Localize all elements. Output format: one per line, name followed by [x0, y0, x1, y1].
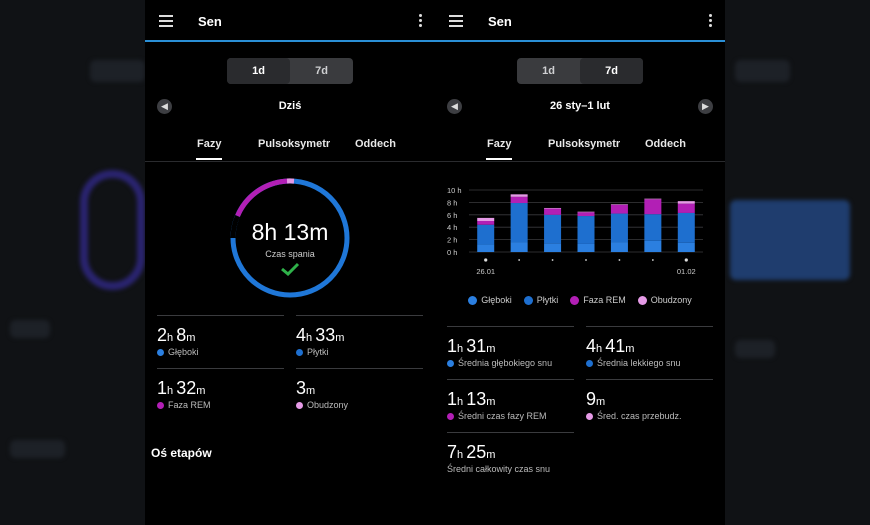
period-1d[interactable]: 1d: [542, 65, 555, 77]
stat-avg-rem: 1h 13m Średni czas fazy REM: [447, 379, 574, 432]
background-right: [725, 0, 870, 525]
x-tick-dot: [585, 259, 587, 261]
tab-oddech[interactable]: Oddech: [355, 138, 396, 150]
checkmark-icon: [281, 262, 300, 276]
app-bar: Sen: [145, 0, 435, 42]
tabs: Fazy Pulsoksymetr Oddech: [435, 136, 725, 162]
x-tick-dot: [551, 259, 554, 261]
tab-fazy[interactable]: Fazy: [485, 138, 513, 160]
sleep-ring: 8h 13m Czas spania: [228, 176, 352, 300]
date-range-label: 26 sty–1 lut: [550, 100, 610, 112]
y-tick-label: 2 h: [447, 236, 457, 245]
sleep-stages-chart: 0 h 2 h 4 h 6 h 8 h 10 h 26.01 01.02: [447, 186, 703, 276]
y-tick-label: 4 h: [447, 223, 457, 232]
period-7d[interactable]: 7d: [580, 58, 643, 84]
bar-segment: [510, 196, 528, 204]
period-7d[interactable]: 7d: [315, 65, 328, 77]
y-tick-label: 6 h: [447, 211, 457, 220]
weekly-sleep-panel: Sen 1d 7d ◀ 26 sty–1 lut ▶ Fazy Pulsoksy…: [435, 0, 725, 525]
stat-avg-deep: 1h 31m Średnia głębokiego snu: [447, 326, 574, 379]
bar-segment: [644, 214, 662, 241]
bar-segment: [477, 221, 495, 225]
x-tick-dot: [651, 259, 654, 261]
stat-rem: 1h 32m Faza REM: [157, 368, 284, 421]
bar-segment: [644, 198, 662, 200]
app-title: Sen: [488, 14, 512, 29]
legend-item-rem: Faza REM: [570, 295, 626, 305]
bar-segment: [677, 242, 695, 252]
total-sleep-label: Czas spania: [265, 249, 315, 259]
x-tick-label: 26.01: [476, 267, 495, 276]
tabs: Fazy Pulsoksymetr Oddech: [145, 136, 435, 162]
background-left: [0, 0, 145, 525]
bar-segment: [677, 201, 695, 204]
period-1d[interactable]: 1d: [227, 58, 290, 84]
more-options-icon[interactable]: [419, 14, 423, 29]
chart-legend: Głęboki Płytki Faza REM Obudzony: [435, 295, 725, 305]
rem-arc: [235, 178, 291, 218]
menu-icon[interactable]: [159, 15, 173, 27]
stat-avg-awake: 9m Śred. czas przebudz.: [586, 379, 713, 432]
bar-segment: [610, 242, 628, 252]
date-label: Dziś: [278, 100, 302, 112]
period-toggle[interactable]: 1d 7d: [227, 58, 353, 84]
y-tick-label: 10 h: [447, 186, 462, 195]
next-week-icon[interactable]: ▶: [698, 99, 713, 114]
sleep-ring-graphic: [230, 178, 350, 298]
bar-segment: [644, 199, 662, 215]
total-sleep-time: 8h 13m: [251, 219, 329, 245]
bar-segment: [577, 243, 595, 252]
period-toggle[interactable]: 1d 7d: [517, 58, 643, 84]
date-nav: ◀ 26 sty–1 lut ▶: [435, 98, 725, 116]
bar-segment: [510, 242, 528, 252]
bar-segment: [510, 194, 528, 197]
tab-pulsoksymetr[interactable]: Pulsoksymetr: [258, 138, 331, 150]
tab-fazy[interactable]: Fazy: [195, 138, 223, 160]
bar-segment: [544, 207, 562, 209]
x-tick-dot: [484, 258, 488, 262]
legend-item-deep: Głęboki: [468, 295, 512, 305]
daily-sleep-panel: Sen 1d 7d ◀ Dziś Fazy Pulsoksymetr Oddec…: [145, 0, 435, 525]
x-tick-label: 01.02: [677, 267, 696, 276]
bar-segment: [644, 240, 662, 252]
stat-awake: 3m Obudzony: [296, 368, 423, 421]
stat-deep: 2h 8m Głęboki: [157, 315, 284, 368]
bar-segment: [610, 204, 628, 205]
tab-oddech[interactable]: Oddech: [645, 138, 686, 150]
bar-segment: [577, 211, 595, 213]
x-tick-dot: [618, 259, 621, 261]
app-bar: Sen: [435, 0, 725, 42]
x-tick-dot: [684, 258, 688, 262]
bar-segment: [577, 212, 595, 217]
menu-icon[interactable]: [449, 15, 463, 27]
tab-pulsoksymetr[interactable]: Pulsoksymetr: [548, 138, 621, 150]
x-tick-dot: [518, 259, 521, 261]
y-tick-label: 8 h: [447, 198, 457, 207]
legend-item-awake: Obudzony: [637, 295, 692, 305]
date-nav: ◀ Dziś: [145, 98, 435, 116]
bar-segment: [477, 224, 495, 245]
bar-segment: [477, 244, 495, 252]
bar-segment: [544, 208, 562, 215]
bar-segment: [610, 204, 628, 214]
timeline-section-title: Oś etapów: [151, 446, 212, 460]
bar-segment: [544, 243, 562, 252]
app-title: Sen: [198, 14, 222, 29]
legend-item-light: Płytki: [523, 295, 558, 305]
prev-week-icon[interactable]: ◀: [447, 99, 462, 114]
prev-day-icon[interactable]: ◀: [157, 99, 172, 114]
bar-segment: [510, 203, 528, 243]
bar-segment: [577, 216, 595, 244]
stat-avg-total: 7h 25m Średni całkowity czas snu: [447, 432, 574, 485]
bar-segment: [677, 212, 695, 243]
y-tick-label: 0 h: [447, 248, 457, 257]
bar-segment: [610, 213, 628, 243]
more-options-icon[interactable]: [709, 14, 713, 29]
stat-avg-light: 4h 41m Średnia lekkiego snu: [586, 326, 713, 379]
bar-segment: [677, 203, 695, 213]
bar-segment: [477, 217, 495, 221]
stat-light: 4h 33m Płytki: [296, 315, 423, 368]
bar-segment: [544, 214, 562, 244]
